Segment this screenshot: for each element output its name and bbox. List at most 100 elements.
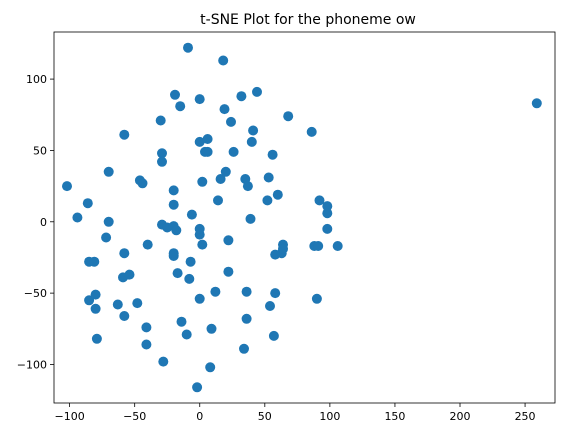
scatter-point [192,382,203,393]
x-tick-label: 250 [515,410,536,423]
scatter-point [184,273,195,284]
scatter-point [239,343,249,354]
scatter-point [263,172,274,183]
scatter-point [119,311,130,321]
scatter-point [311,293,322,304]
scatter-point [194,136,205,147]
scatter-point [89,256,100,267]
scatter-point [262,195,273,206]
scatter-point [306,126,317,137]
y-tick-label: 50 [33,144,47,157]
scatter-points [62,42,542,393]
y-tick-label: 100 [26,73,47,86]
scatter-point [132,298,143,309]
scatter-point [158,356,169,367]
x-tick-label: 100 [319,410,340,423]
scatter-point [322,223,333,234]
scatter-point [210,286,221,297]
scatter-point [246,136,257,147]
scatter-point [103,216,114,227]
scatter-point [142,239,153,250]
scatter-point [119,129,130,140]
scatter-point [213,195,223,206]
scatter-point [157,156,167,167]
scatter-point [265,301,275,311]
scatter-point [228,146,239,157]
scatter-point [332,241,343,251]
scatter-point [242,181,253,192]
y-tick-label: −100 [17,358,47,371]
scatter-point [141,339,152,350]
scatter-point [112,299,123,310]
scatter-point [197,239,208,250]
scatter-point [82,198,93,209]
scatter-point [218,55,229,66]
scatter-point [172,268,183,279]
scatter-point [72,212,83,223]
scatter-point [170,89,180,100]
scatter-point [202,146,213,157]
scatter-point [103,166,114,177]
scatter-point [215,174,226,184]
x-tick-label: 0 [196,410,203,423]
scatter-point [205,362,216,373]
scatter-point [202,134,213,144]
scatter-point [270,288,281,299]
scatter-point [283,111,294,122]
scatter-point [226,116,236,127]
scatter-point [194,223,205,234]
scatter-point [252,86,262,97]
scatter-point [322,208,333,219]
scatter-point [236,91,247,102]
scatter-point [141,322,152,333]
scatter-point [194,94,205,105]
scatter-point [322,201,333,212]
scatter-point [90,289,101,300]
x-tick-label: 50 [258,410,272,423]
scatter-point [90,303,101,314]
scatter-point [314,195,325,206]
scatter-point [197,176,208,187]
scatter-point [241,313,252,324]
scatter-point [91,333,102,344]
scatter-point [175,101,186,112]
scatter-point [186,209,197,220]
x-tick-label: −50 [123,410,146,423]
scatter-point [168,248,179,259]
scatter-point [181,329,192,340]
scatter-point [185,256,196,267]
chart-title: t-SNE Plot for the phoneme ow [200,12,416,28]
scatter-point [194,293,205,304]
scatter-point [241,286,252,297]
scatter-point [155,115,166,126]
scatter-point [171,225,182,236]
plot-frame [53,31,556,404]
y-tick-label: −50 [24,287,47,300]
scatter-point [119,248,130,259]
scatter-point [223,266,234,277]
scatter-point [272,189,283,200]
scatter-point [223,235,234,246]
scatter-point [183,42,193,53]
scatter-point [168,199,179,210]
x-tick-label: 150 [384,410,405,423]
scatter-point [206,323,217,334]
scatter-point [268,330,279,341]
scatter-point [124,269,135,280]
scatter-point [84,295,95,306]
scatter-point [176,316,187,327]
scatter-point [531,98,542,109]
scatter-point [245,213,256,224]
scatter-point [137,178,148,189]
y-tick-label: 0 [40,216,47,229]
scatter-point [278,243,288,254]
scatter-point [219,104,230,115]
x-tick-label: −100 [55,410,85,423]
scatter-point [62,181,72,192]
scatter-point [313,241,324,251]
scatter-point [101,232,112,243]
scatter-point [267,149,278,160]
scatter-point [220,166,231,177]
scatter-point [248,125,259,136]
